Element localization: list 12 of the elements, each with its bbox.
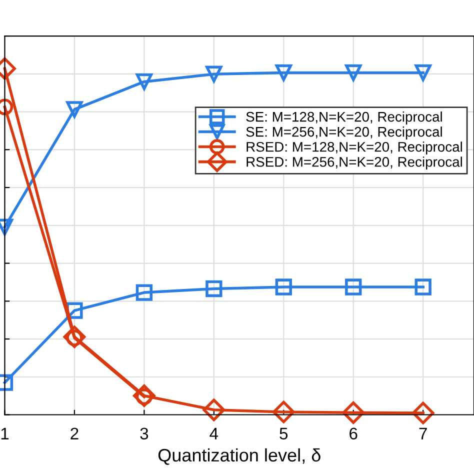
legend-label: RSED: M=256,N=K=20, Reciprocal [246,156,462,170]
x-tick-label: 2 [70,428,78,440]
x-tick-label: 7 [419,428,427,440]
legend-label: SE: M=128,N=K=20, Reciprocal [246,112,442,124]
x-tick-label: 1 [1,428,9,440]
x-tick-label: 4 [210,428,218,440]
x-axis-title: Quantization level, δ [158,448,320,465]
legend-label: RSED: M=128,N=K=20, Reciprocal [246,142,462,155]
x-tick-label: 6 [350,428,358,440]
legend-label: SE: M=256,N=K=20, Reciprocal [246,126,442,140]
x-tick-label: 3 [140,428,148,440]
x-tick-label: 5 [280,428,288,440]
